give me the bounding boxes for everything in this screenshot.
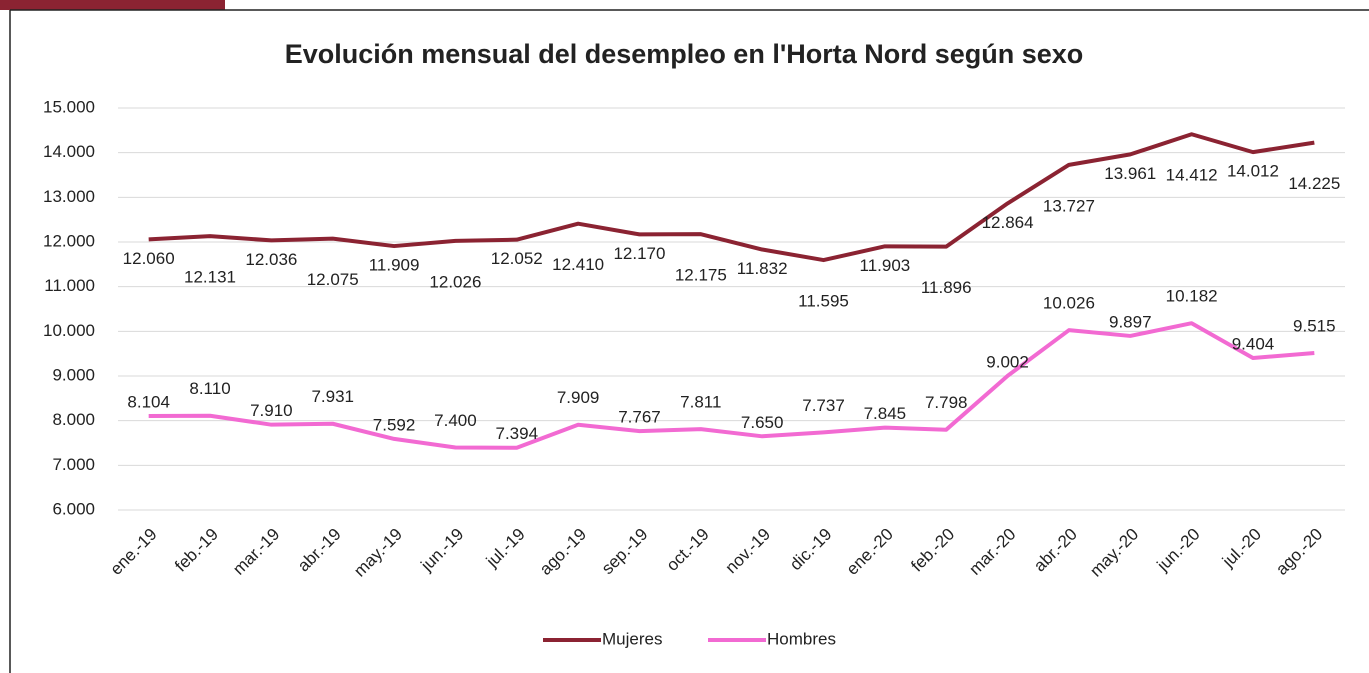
x-tick-label: mar.-20	[965, 525, 1019, 579]
x-tick-label: jul.-19	[482, 525, 529, 572]
data-label: 7.811	[680, 393, 721, 412]
data-label: 14.412	[1166, 166, 1218, 185]
chart-title: Evolución mensual del desempleo en l'Hor…	[285, 39, 1084, 69]
data-label: 11.595	[798, 292, 849, 311]
data-label: 7.737	[802, 396, 845, 415]
x-tick-label: ago.-19	[536, 525, 590, 579]
data-label: 7.931	[311, 387, 354, 406]
data-label: 8.110	[189, 379, 230, 398]
data-label: 13.727	[1043, 196, 1095, 215]
y-tick-label: 11.000	[44, 276, 95, 295]
data-label: 7.767	[618, 408, 661, 427]
x-tick-label: sep.-19	[598, 525, 652, 579]
x-tick-label: jun.-20	[1153, 525, 1204, 576]
data-label: 8.104	[127, 393, 170, 412]
data-label: 12.075	[307, 270, 359, 289]
data-label: 9.897	[1109, 312, 1152, 331]
x-tick-label: dic.-19	[786, 525, 836, 575]
data-label: 12.170	[613, 244, 665, 263]
data-label: 14.012	[1227, 162, 1279, 181]
y-tick-label: 9.000	[52, 365, 95, 384]
data-label: 11.896	[921, 278, 972, 297]
x-tick-label: jul.-20	[1218, 525, 1265, 572]
y-tick-label: 13.000	[43, 187, 95, 206]
data-label: 12.175	[675, 266, 727, 285]
data-label: 7.910	[250, 401, 293, 420]
data-label: 11.903	[860, 256, 911, 275]
data-label: 14.225	[1288, 174, 1340, 193]
y-tick-label: 10.000	[43, 321, 95, 340]
data-label: 12.864	[982, 213, 1034, 232]
x-tick-label: may.-20	[1086, 525, 1142, 581]
data-label: 13.961	[1104, 164, 1156, 183]
legend-label: Mujeres	[602, 629, 662, 648]
data-label: 7.400	[434, 411, 477, 430]
y-tick-label: 8.000	[52, 410, 95, 429]
x-tick-label: mar.-19	[229, 525, 283, 579]
data-label: 7.650	[741, 413, 784, 432]
series-line	[148, 132, 1315, 263]
header-bar	[0, 0, 225, 10]
x-tick-label: feb.-19	[171, 525, 222, 576]
data-label: 9.515	[1293, 316, 1336, 335]
y-tick-label: 6.000	[52, 499, 95, 518]
data-label: 7.909	[557, 388, 600, 407]
data-label: 12.026	[429, 272, 481, 291]
data-label: 12.410	[552, 255, 604, 274]
x-tick-label: oct.-19	[663, 525, 713, 575]
data-label: 11.832	[737, 259, 788, 278]
x-tick-label: feb.-20	[907, 525, 958, 576]
data-label: 7.592	[373, 415, 416, 434]
data-label: 7.845	[864, 404, 907, 423]
data-label: 10.182	[1166, 287, 1218, 306]
x-tick-label: may.-19	[350, 525, 406, 581]
data-label: 12.131	[184, 268, 236, 287]
y-tick-label: 12.000	[43, 231, 95, 250]
data-label: 12.036	[245, 250, 297, 269]
x-tick-label: jun.-19	[417, 525, 468, 576]
data-label: 7.798	[925, 393, 968, 412]
data-label: 9.404	[1232, 334, 1275, 353]
y-tick-label: 15.000	[43, 97, 95, 116]
data-label: 12.052	[491, 249, 543, 268]
legend-label: Hombres	[767, 629, 836, 648]
data-label: 11.909	[369, 256, 420, 275]
x-tick-label: ene.-19	[106, 525, 160, 579]
x-tick-label: ene.-20	[843, 525, 897, 579]
series-line	[148, 321, 1315, 450]
data-label: 9.002	[986, 352, 1029, 371]
y-tick-label: 14.000	[43, 142, 95, 161]
x-tick-label: nov.-19	[722, 525, 775, 578]
x-tick-label: ago.-20	[1272, 525, 1326, 579]
y-tick-label: 7.000	[52, 455, 95, 474]
data-label: 12.060	[123, 249, 175, 268]
x-tick-label: abr.-20	[1030, 525, 1081, 576]
x-tick-label: abr.-19	[294, 525, 345, 576]
data-label: 10.026	[1043, 294, 1095, 313]
data-label: 7.394	[496, 424, 539, 443]
